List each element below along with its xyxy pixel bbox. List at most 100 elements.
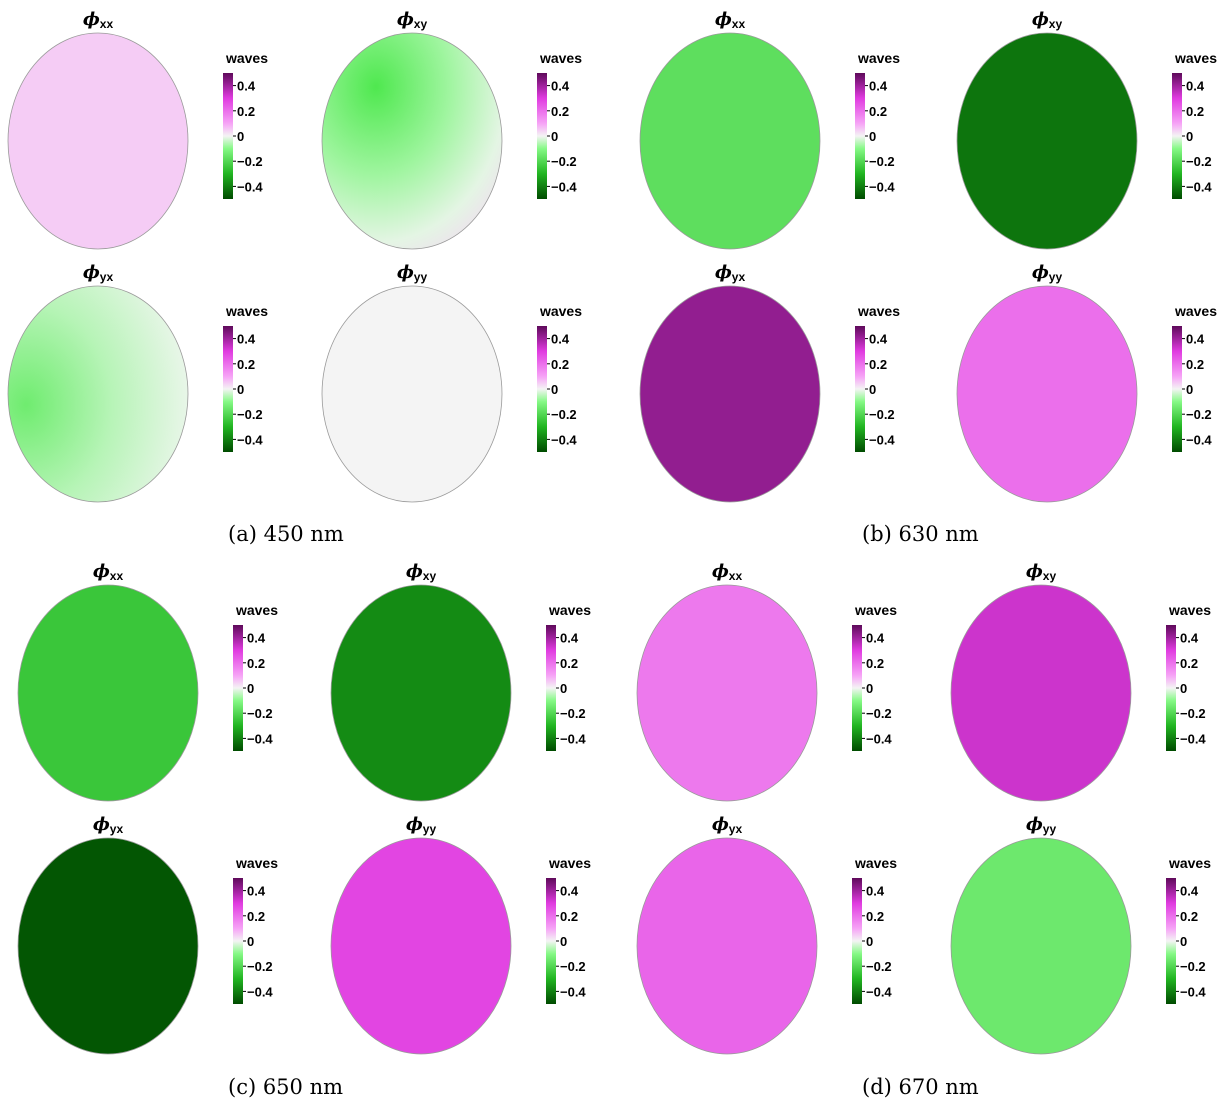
panel-title: ϕyx [93,814,124,836]
phase-map-yx [639,285,821,503]
panel-yx-group-2: ϕyx waves 0.4 0.2 0 −0.2 −0.4 [17,814,278,1055]
colorbar-tick-label: 0.4 [247,631,266,646]
colorbar-tick-label: −0.2 [237,154,263,169]
phase-map-yy [956,285,1138,503]
colorbar-tick-label: 0.2 [560,909,578,924]
phase-map-xy [321,32,503,250]
colorbar-tick-label: −0.4 [1180,984,1206,999]
colorbar-tick-label: 0.4 [237,332,256,347]
panel-yy-group-1: ϕyy waves 0.4 0.2 0 −0.2 −0.4 [956,262,1217,503]
panel-title: ϕyx [83,262,114,284]
colorbar-tick-label: −0.4 [1180,731,1206,746]
colorbar-tick-label: −0.4 [1186,179,1212,194]
colorbar-tick-label: −0.4 [551,432,577,447]
panel-title: ϕxx [93,561,124,583]
colorbar-tick-label: −0.4 [247,984,273,999]
colorbar-tick-label: 0 [869,129,876,144]
colorbar-tick-label: 0 [551,129,558,144]
panel-title: ϕyy [1032,262,1063,284]
colorbar-tick-label: −0.2 [560,959,586,974]
colorbar-tick-label: 0 [560,681,567,696]
colorbar-tick-label: −0.2 [1180,959,1206,974]
phase-map-xx [7,32,189,250]
colorbar-tick-label: −0.4 [869,432,895,447]
subfigure-caption: (d) 670 nm [862,1075,979,1099]
colorbar-tick-label: −0.2 [866,959,892,974]
colorbar [223,326,233,452]
panel-xy-group-1: ϕxy waves 0.4 0.2 0 −0.2 −0.4 [956,9,1217,250]
colorbar-tick-label: −0.4 [1186,432,1212,447]
colorbar-tick-label: 0.4 [237,79,256,94]
panel-title: ϕyy [397,262,428,284]
colorbar-tick-label: 0.4 [551,79,570,94]
colorbar-tick-label: 0.2 [1186,357,1204,372]
colorbar-tick-label: −0.2 [237,407,263,422]
colorbar-tick-label: 0 [1186,382,1193,397]
colorbar-tick-label: 0 [237,382,244,397]
colorbar [852,878,862,1004]
colorbar-tick-label: −0.2 [551,407,577,422]
colorbar-tick-label: −0.4 [560,984,586,999]
colorbar-label: waves [539,303,582,319]
colorbar-tick-label: 0 [866,934,873,949]
phase-map-yx [17,837,199,1055]
colorbar-tick-label: 0 [247,934,254,949]
colorbar [537,326,547,452]
panel-yx-group-0: ϕyx waves 0.4 0.2 0 −0.2 −0.4 [7,262,268,503]
colorbar [1166,625,1176,751]
phase-map-xx [17,584,199,802]
panel-xx-group-3: ϕxx waves 0.4 0.2 0 −0.2 −0.4 [636,561,897,802]
phase-map-xy [956,32,1138,250]
colorbar-label: waves [854,855,897,871]
colorbar-tick-label: 0.2 [237,357,255,372]
colorbar [1172,326,1182,452]
colorbar-tick-label: −0.2 [1180,706,1206,721]
colorbar [537,73,547,199]
colorbar-tick-label: 0.2 [247,656,265,671]
panel-title: ϕxy [397,9,428,31]
colorbar-tick-label: −0.2 [1186,407,1212,422]
panel-title: ϕyx [712,814,743,836]
colorbar-tick-label: 0.4 [866,631,885,646]
colorbar-tick-label: 0.2 [560,656,578,671]
colorbar-tick-label: 0.4 [1180,884,1199,899]
colorbar-label: waves [1174,50,1217,66]
colorbar-tick-label: 0.4 [869,332,888,347]
panel-title: ϕxx [83,9,114,31]
colorbar-label: waves [235,855,278,871]
colorbar-tick-label: −0.2 [247,706,273,721]
colorbar-tick-label: 0.4 [1180,631,1199,646]
colorbar-tick-label: −0.2 [551,154,577,169]
colorbar-label: waves [225,303,268,319]
panel-yx-group-1: ϕyx waves 0.4 0.2 0 −0.2 −0.4 [639,262,900,503]
colorbar [1166,878,1176,1004]
colorbar-tick-label: −0.2 [869,154,895,169]
colorbar-tick-label: −0.2 [869,407,895,422]
colorbar-tick-label: 0 [560,934,567,949]
panel-title: ϕyy [1026,814,1057,836]
colorbar-tick-label: 0.2 [551,104,569,119]
panel-xx-group-0: ϕxx waves 0.4 0.2 0 −0.2 −0.4 [7,9,268,250]
colorbar-tick-label: 0.4 [551,332,570,347]
panel-title: ϕxx [712,561,743,583]
colorbar-tick-label: −0.4 [237,179,263,194]
panel-xy-group-2: ϕxy waves 0.4 0.2 0 −0.2 −0.4 [330,561,591,802]
colorbar [223,73,233,199]
colorbar-tick-label: 0.4 [1186,79,1205,94]
colorbar-tick-label: −0.2 [560,706,586,721]
colorbar-tick-label: −0.4 [247,731,273,746]
colorbar-label: waves [225,50,268,66]
colorbar-tick-label: 0.4 [560,884,579,899]
panel-title: ϕxy [1032,9,1063,31]
subfigure-caption: (c) 650 nm [228,1075,344,1099]
phase-map-yx [636,837,818,1055]
panel-xx-group-2: ϕxx waves 0.4 0.2 0 −0.2 −0.4 [17,561,278,802]
colorbar-tick-label: −0.4 [869,179,895,194]
colorbar-tick-label: −0.4 [560,731,586,746]
colorbar-label: waves [539,50,582,66]
colorbar-tick-label: 0.2 [551,357,569,372]
colorbar-tick-label: 0.4 [869,79,888,94]
subfigure-caption: (b) 630 nm [862,522,979,546]
colorbar-tick-label: 0.2 [869,104,887,119]
colorbar-tick-label: 0.2 [1180,909,1198,924]
